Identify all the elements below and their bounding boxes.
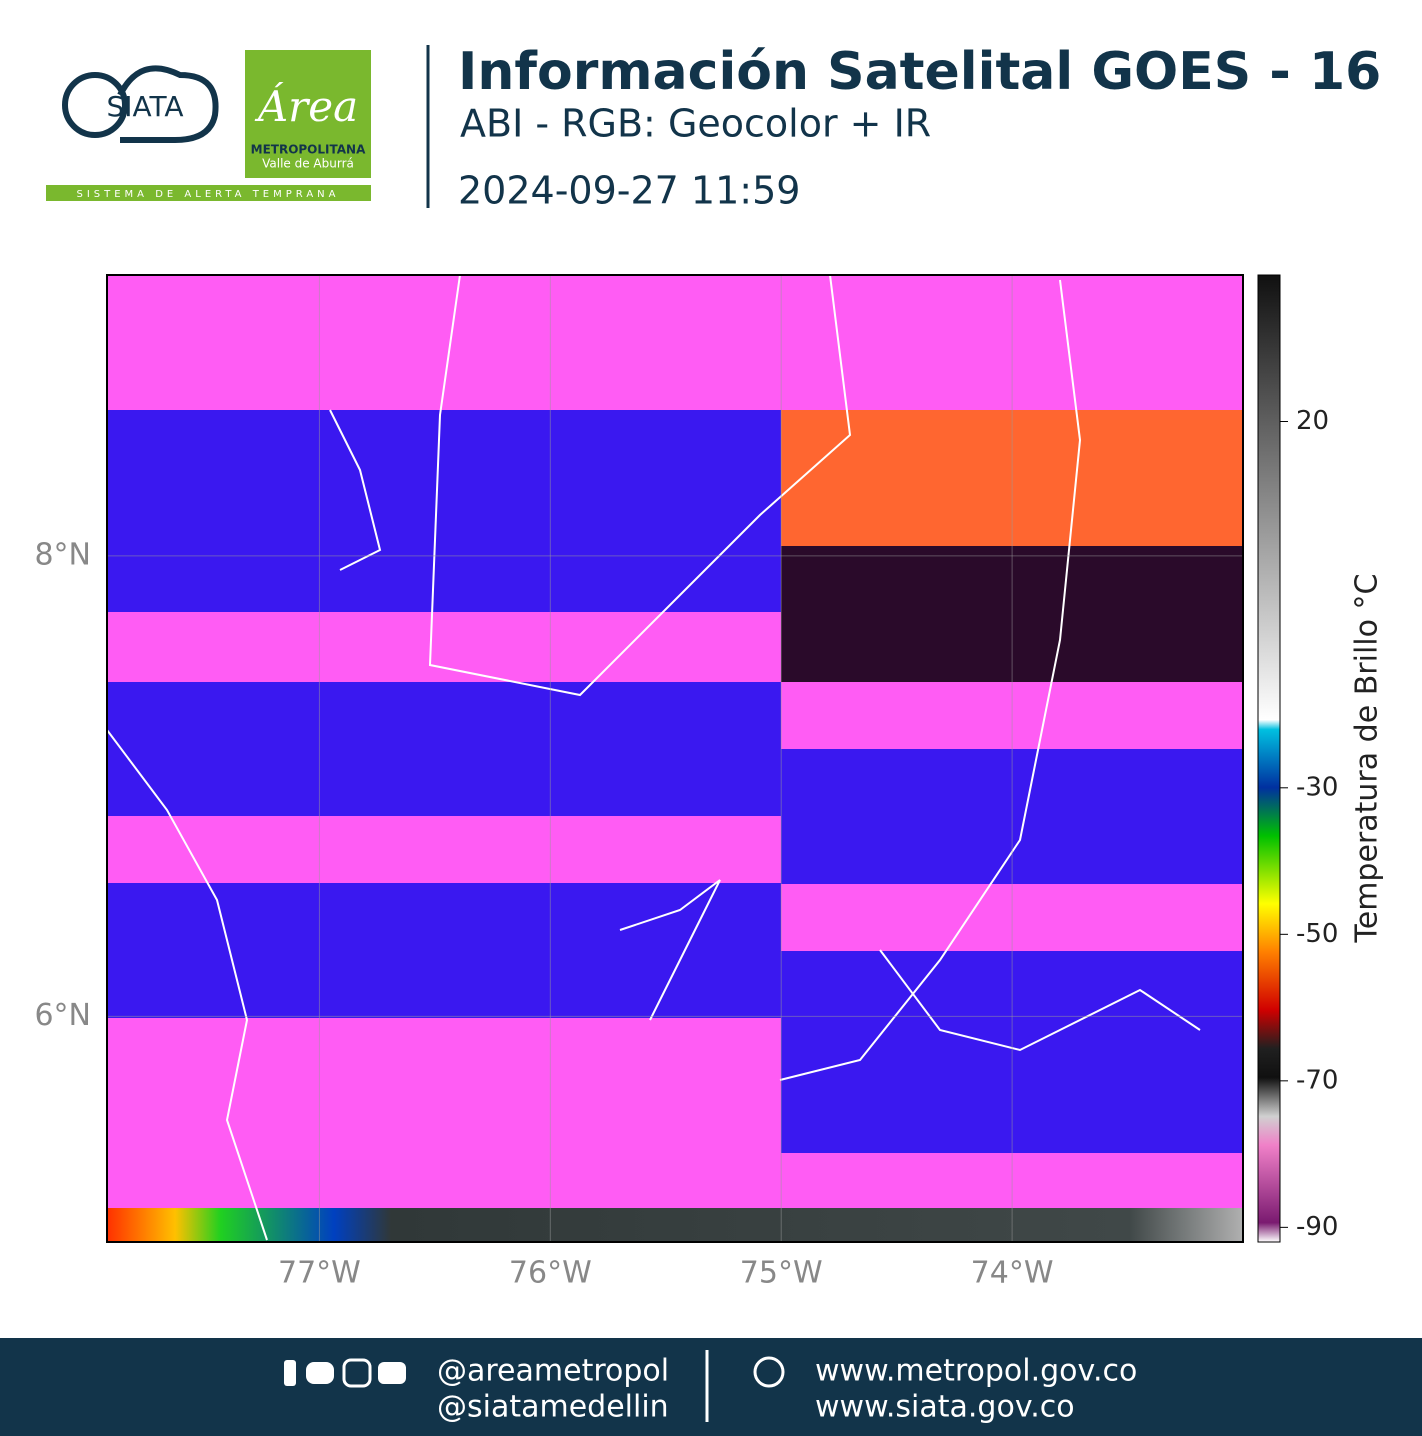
title: Información Satelital GOES - 16 <box>458 42 1381 102</box>
x-tick-label: 75°W <box>740 1256 823 1291</box>
logo-text: Valle de Aburrá <box>262 157 354 171</box>
website: www.siata.gov.co <box>815 1390 1075 1425</box>
colorbar-tick-label: -90 <box>1296 1212 1338 1242</box>
social-handle: @siatamedellin <box>437 1390 669 1425</box>
datetime: 2024-09-27 11:59 <box>458 169 800 213</box>
colorbar <box>1257 274 1281 1243</box>
x-tick-label: 76°W <box>509 1256 592 1291</box>
logo-text: SISTEMA DE ALERTA TEMPRANA <box>76 189 339 200</box>
x-tick-label: 77°W <box>278 1256 361 1291</box>
y-tick-label: 8°N <box>34 537 91 572</box>
website: www.metropol.gov.co <box>815 1354 1137 1389</box>
logo-text: SIATA <box>106 90 183 123</box>
colorbar-tick-label: -70 <box>1296 1065 1338 1095</box>
colorbar-tick-label: -30 <box>1296 772 1338 802</box>
globe-icon <box>753 1356 785 1388</box>
colorbar-tick-label: -50 <box>1296 919 1338 949</box>
grid <box>107 275 1243 1242</box>
colorbar-tick-label: 20 <box>1296 406 1329 436</box>
social-handle: @areametropol <box>437 1354 669 1389</box>
x-tick-label: 74°W <box>971 1256 1054 1291</box>
satellite-image <box>106 174 1243 1242</box>
social-icons <box>284 1358 406 1388</box>
colorbar-label: Temperatura de Brillo °C <box>1350 574 1385 944</box>
logo-text: METROPOLITANA <box>251 143 366 157</box>
subtitle: ABI - RGB: Geocolor + IR <box>460 102 931 146</box>
logo-area: Área METROPOLITANA Valle de Aburrá SISTE… <box>46 50 371 201</box>
map-frame <box>106 274 1244 1243</box>
logo-siata: SIATA <box>62 65 219 143</box>
logo-text: Área <box>254 81 358 131</box>
footer <box>0 1338 1422 1436</box>
y-tick-label: 6°N <box>34 998 91 1033</box>
